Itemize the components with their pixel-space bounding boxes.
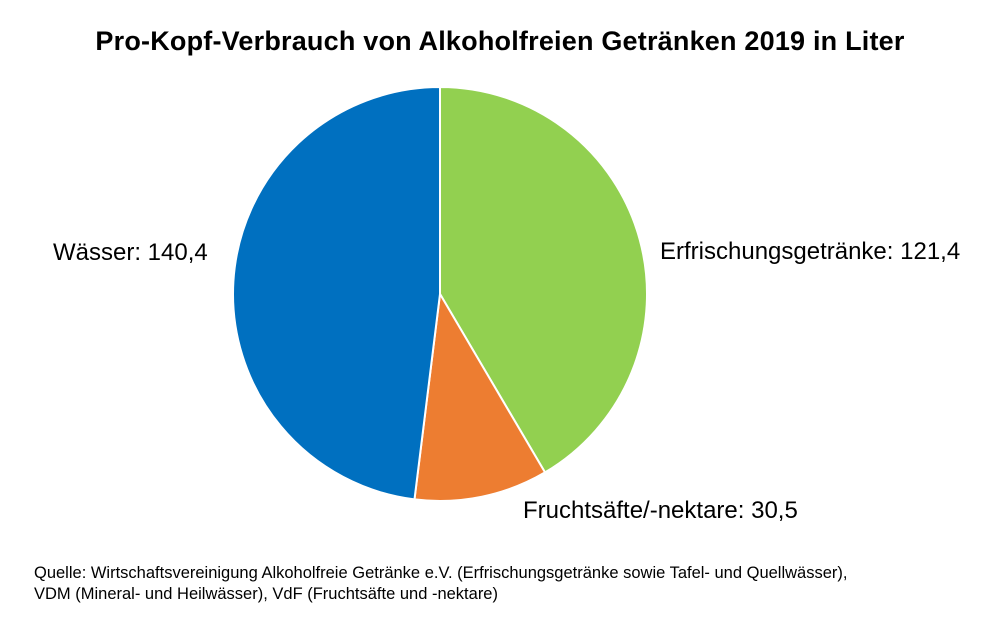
pie-slice-erfrischungsgetraenke [439,86,648,474]
pie-slices [232,86,648,502]
source-note: Quelle: Wirtschaftsvereinigung Alkoholfr… [34,563,994,605]
source-note-line-1: Quelle: Wirtschaftsvereinigung Alkoholfr… [34,564,848,582]
slice-label-erfrischungsgetraenke: Erfrischungsgetränke: 121,4 [660,238,961,265]
chart-title: Pro-Kopf-Verbrauch von Alkoholfreien Get… [95,26,905,56]
pie-slice-fruchtsaefte-nektare [413,293,547,502]
pie-slice-waesser [232,86,441,501]
slice-label-fruchtsaefte: Fruchtsäfte/-nektare: 30,5 [523,497,798,524]
slice-label-waesser: Wässer: 140,4 [53,239,208,266]
source-note-line-2: VDM (Mineral- und Heilwässer), VdF (Fruc… [34,585,498,603]
